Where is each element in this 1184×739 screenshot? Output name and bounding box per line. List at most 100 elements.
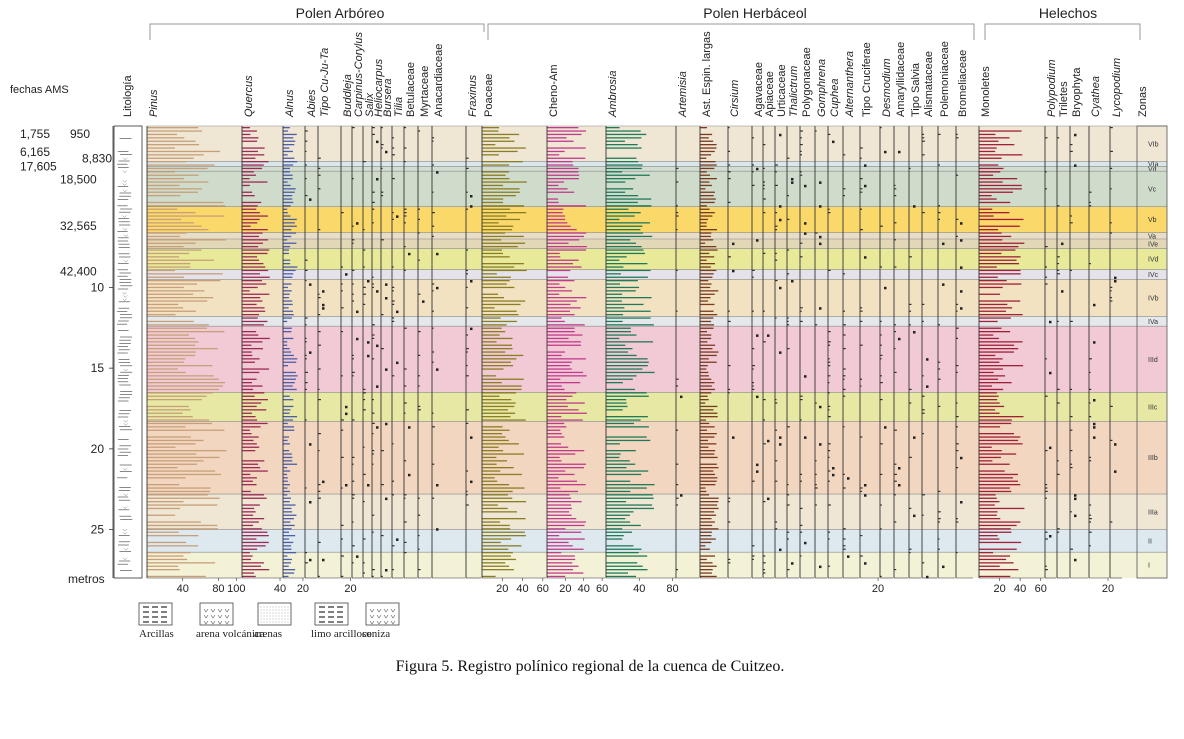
legend-pattern [369,608,375,613]
bar-alternanthera [843,487,846,489]
bar-quercus [242,484,257,486]
bar-alnus [283,212,288,214]
bar-cheno-am [547,314,575,316]
bar-poaceae [482,235,524,238]
bar-tipo-cruciferae [860,320,863,322]
bar-ast-espin-largas [700,504,718,506]
bar-poaceae [482,269,527,272]
bar-gomphrena [815,460,817,462]
bar-cheno-am [547,293,560,295]
bar-quercus [242,239,268,241]
taxon-label-apiaceae: Apiaceae [764,71,776,117]
bar-heliocarpus [372,337,375,339]
legend-label-arcillas: Arcillas [139,628,174,640]
legend-pattern [210,608,216,613]
bar-alnus [283,164,294,166]
dot-tipo-salvia [913,514,916,518]
bar-quercus [242,269,269,272]
dot-salix [367,354,370,358]
bar-quercus [242,429,250,431]
bar-ast-espin-largas [700,171,707,173]
dot-amaryllidaceae [898,467,901,470]
bar-poaceae [482,555,511,557]
bar-monoletes [979,341,1023,343]
bar-monoletes [979,215,994,217]
bar-ambrosia [606,467,627,469]
bar-alnus [283,426,295,428]
dot-urticaceae [779,443,782,446]
legend-pattern [272,609,274,611]
bar-fraxinus [466,286,468,288]
bar-alnus [283,412,290,414]
bar-monoletes [979,419,1012,421]
legend-pattern [278,618,280,620]
bar-ast-espin-largas [700,575,717,578]
bar-lycopodium [1110,127,1113,129]
bar-alnus [283,484,290,486]
bar-pinus [147,269,175,272]
bar-monoletes [979,147,997,149]
bar-carpinus-corylus [352,371,355,373]
bar-alnus [283,273,294,275]
bar-anacardiaceae [432,361,434,363]
bar-quercus [242,409,267,411]
bar-desmodium [880,443,883,445]
bar-ast-espin-largas [700,127,707,129]
bar-bryophyta [1070,429,1073,431]
dot-desmodium [884,426,887,429]
bar-agavaceae [752,171,754,173]
bar-alnus [283,246,291,248]
bar-ambrosia [606,572,629,574]
bar-cheno-am [547,181,564,183]
dot-alternanthera [847,555,850,558]
bar-alnus [283,439,288,442]
bar-ambrosia [606,545,634,547]
group-bracket-herbaceous [487,23,975,40]
bar-poaceae [482,433,503,435]
bar-monoletes [979,164,999,166]
bar-carpinus-corylus [352,562,354,564]
bar-bursera [381,239,384,241]
bar-agavaceae [752,348,755,350]
bar-monoletes [979,470,1005,472]
bar-triletes [1057,473,1060,475]
bar-ast-espin-largas [700,477,718,479]
bar-quercus [242,334,259,336]
bar-cheno-am [547,385,562,387]
bar-poaceae [482,388,522,391]
dot-bursera [385,150,388,154]
bar-cirsium [728,521,731,523]
bar-pinus [147,501,184,503]
bar-quercus [242,521,259,523]
bar-quercus [242,276,270,278]
bar-ast-espin-largas [700,215,713,217]
dot-cuphea [832,467,835,470]
bar-betulaceae [404,494,407,496]
taxon-label-fraxinus: Fraxinus [467,74,479,117]
bar-alnus [283,395,290,397]
legend-pattern [260,621,262,623]
dot-gomphrena [819,565,822,569]
bar-myrtaceae [418,375,420,377]
legend-pattern [260,612,262,614]
bar-quercus [242,545,266,547]
zone-label-ive: IVe [1148,241,1158,248]
bar-ast-espin-largas [700,378,712,380]
bar-anacardiaceae [432,310,434,312]
bar-poaceae [482,463,497,465]
bar-cheno-am [547,375,587,377]
dot-lycopodium [1114,276,1117,280]
bar-alternanthera [843,188,846,190]
bar-salix [363,303,366,305]
bar-quercus [242,463,259,465]
bar-amaryllidaceae [894,480,897,482]
bar-cheno-am [547,137,567,139]
bar-gomphrena [815,504,817,506]
bar-cheno-am [547,167,579,170]
bar-pinus [147,280,221,282]
bar-cheno-am [547,524,585,527]
bar-ambrosia [606,331,631,333]
bar-monoletes [979,371,994,374]
bar-monoletes [979,249,1016,251]
lithology-ash-mark [122,180,127,183]
